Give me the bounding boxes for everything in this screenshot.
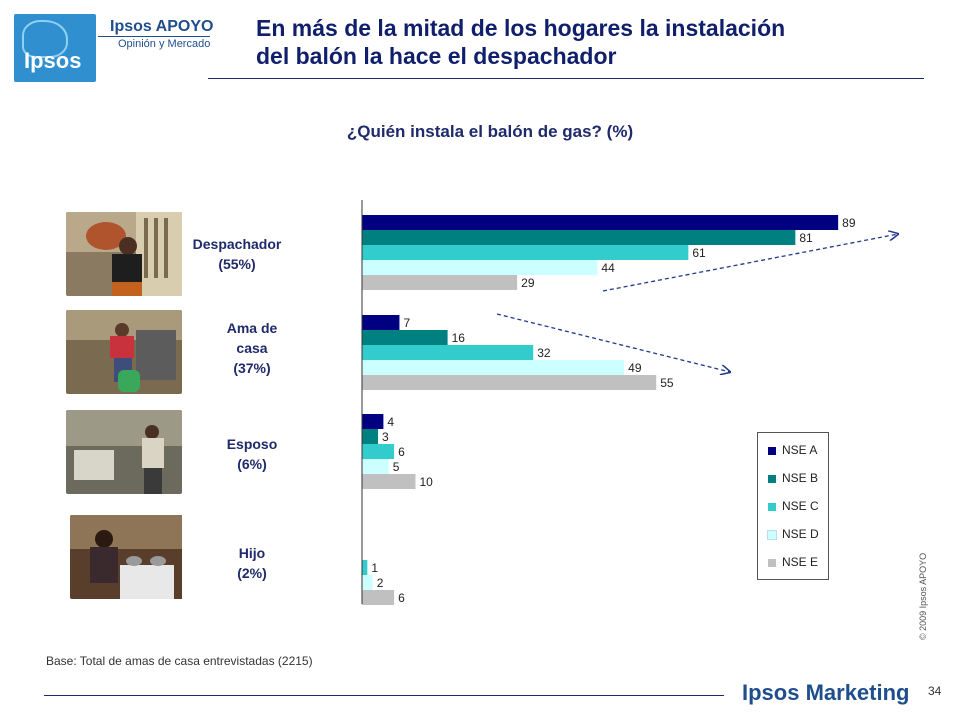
footer-brand-logo: Ipsos Marketing xyxy=(742,680,910,705)
legend-label: NSE B xyxy=(782,471,819,485)
copyright-notice: © 2009 Ipsos APOYO xyxy=(918,552,928,640)
logo-wordmark: Ipsos xyxy=(24,48,82,73)
legend-label: NSE D xyxy=(782,527,819,541)
category-label-line: casa xyxy=(236,340,268,356)
data-label: 3 xyxy=(382,430,389,444)
bar-nse-d-1 xyxy=(362,360,625,375)
category-label-line: Despachador xyxy=(192,236,282,252)
chart-legend: NSE A NSE B NSE C NSE D NSE E xyxy=(757,432,829,580)
bar-nse-c-2 xyxy=(362,444,395,459)
data-label: 44 xyxy=(601,261,615,275)
brand-divider xyxy=(98,36,210,37)
data-label: 2 xyxy=(377,576,384,590)
chart-title: ¿Quién instala el balón de gas? (%) xyxy=(346,122,634,141)
brand-tagline: Opinión y Mercado xyxy=(118,38,211,50)
data-label: 29 xyxy=(521,276,535,290)
category-label-line: Esposo xyxy=(226,436,278,452)
photo-delivery-man xyxy=(66,212,182,296)
category-label-line: Ama de xyxy=(226,320,278,336)
logo-face-icon xyxy=(22,20,68,58)
data-label: 10 xyxy=(420,475,434,489)
ipsos-logo: Ipsos xyxy=(14,14,96,82)
data-label: 5 xyxy=(393,460,400,474)
data-label: 1 xyxy=(371,561,378,575)
bar-nse-d-0 xyxy=(362,260,598,275)
category-label-ama-de-casa: Ama de casa (37%) xyxy=(192,318,312,378)
data-label: 4 xyxy=(387,415,394,429)
page-number: 34 xyxy=(928,684,942,698)
bar-nse-c-3 xyxy=(362,560,368,575)
category-label-despachador: Despachador (55%) xyxy=(177,234,297,274)
bar-nse-c-1 xyxy=(362,345,534,360)
slide-title-line-1: En más de la mitad de los hogares la ins… xyxy=(256,15,786,41)
data-label: 55 xyxy=(660,376,674,390)
bar-nse-b-1 xyxy=(362,330,448,345)
bar-nse-e-2 xyxy=(362,474,416,489)
slide-title-line-2: del balón la hace el despachador xyxy=(256,43,617,69)
title-divider xyxy=(208,78,924,79)
photo-housewife xyxy=(66,310,182,394)
data-label: 6 xyxy=(398,591,405,605)
legend-label: NSE E xyxy=(782,555,819,569)
data-label: 16 xyxy=(452,331,466,345)
bar-nse-e-1 xyxy=(362,375,657,390)
category-label-line: Hijo xyxy=(238,545,266,561)
bar-nse-a-1 xyxy=(362,315,400,330)
data-label: 81 xyxy=(799,231,813,245)
legend-label: NSE C xyxy=(782,499,819,513)
category-label-line: (6%) xyxy=(237,456,267,472)
category-label-line: (2%) xyxy=(237,565,267,581)
category-label-hijo: Hijo (2%) xyxy=(192,543,312,583)
data-label: 49 xyxy=(628,361,642,375)
bar-nse-d-2 xyxy=(362,459,389,474)
slide-title: En más de la mitad de los hogares la ins… xyxy=(256,14,936,70)
category-label-line: (37%) xyxy=(233,360,271,376)
base-note: Base: Total de amas de casa entrevistada… xyxy=(46,654,313,668)
category-label-line: (55%) xyxy=(218,256,256,272)
legend-swatch-nse-e xyxy=(768,559,776,567)
category-label-esposo: Esposo (6%) xyxy=(192,434,312,474)
trend-arrow-up xyxy=(602,234,898,292)
bar-nse-a-2 xyxy=(362,414,384,429)
data-label: 6 xyxy=(398,445,405,459)
data-label: 61 xyxy=(692,246,706,260)
footer-divider xyxy=(44,695,724,696)
legend-label: NSE A xyxy=(782,443,818,457)
trend-arrow-down xyxy=(496,313,730,372)
legend-swatch-nse-a xyxy=(768,447,776,455)
photo-son xyxy=(70,515,186,599)
bar-nse-b-0 xyxy=(362,230,796,245)
bar-nse-c-0 xyxy=(362,245,689,260)
bar-nse-a-0 xyxy=(362,215,839,230)
bar-nse-b-2 xyxy=(362,429,379,444)
photo-husband xyxy=(66,410,182,494)
data-label: 32 xyxy=(537,346,551,360)
bar-nse-e-3 xyxy=(362,590,395,605)
brand-name: Ipsos APOYO xyxy=(110,18,214,35)
bar-nse-d-3 xyxy=(362,575,373,590)
data-label: 7 xyxy=(403,316,410,330)
legend-swatch-nse-d xyxy=(767,530,777,540)
legend-swatch-nse-b xyxy=(768,475,776,483)
data-label: 89 xyxy=(842,216,856,230)
legend-swatch-nse-c xyxy=(768,503,776,511)
bar-nse-e-0 xyxy=(362,275,518,290)
